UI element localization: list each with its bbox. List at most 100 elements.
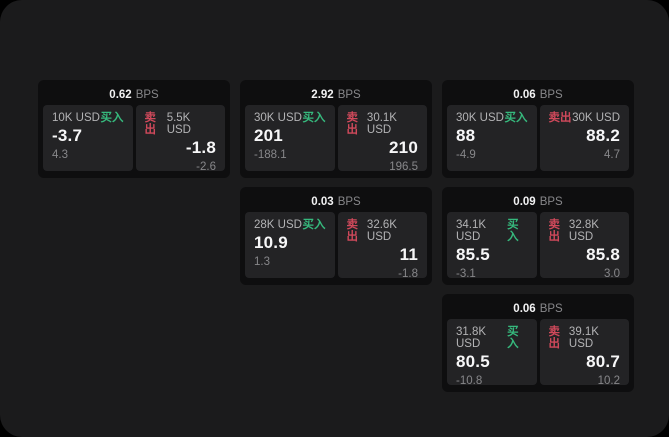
spread-value: 2.92 xyxy=(311,88,334,101)
buy-price: 85.5 xyxy=(456,245,490,264)
buy-amount: 30K USD xyxy=(456,112,504,124)
buy-quote-tile[interactable]: 30K USD 买入 88 -4.9 xyxy=(447,105,537,171)
buy-change: -3.1 xyxy=(456,268,476,280)
quote-card: 0.03 BPS 28K USD 买入 10.9 1.3 卖出 32.6K US… xyxy=(240,187,432,285)
sell-amount: 30K USD xyxy=(572,112,620,124)
quote-tiles: 34.1K USD 买入 85.5 -3.1 卖出 32.8K USD 85.8… xyxy=(447,212,629,280)
sell-amount: 32.6K USD xyxy=(366,219,397,243)
sell-price: -1.8 xyxy=(185,138,216,157)
sell-side-label: 卖出 xyxy=(548,219,561,243)
sell-amount: 5.5K USD xyxy=(166,112,191,136)
sell-price: 11 xyxy=(399,245,418,264)
spread-unit-label: BPS xyxy=(135,88,159,101)
sell-price: 88.2 xyxy=(586,126,620,145)
spread-value: 0.03 xyxy=(311,195,334,208)
buy-tile-header: 34.1K USD 买入 xyxy=(456,219,528,243)
quote-card: 2.92 BPS 30K USD 买入 201 -188.1 卖出 30.1K … xyxy=(240,80,432,178)
quote-card: 0.62 BPS 10K USD 买入 -3.7 4.3 卖出 5.5K USD… xyxy=(38,80,230,178)
sell-tile-header: 卖出 5.5K USD xyxy=(145,112,217,136)
sell-quote-tile[interactable]: 卖出 32.8K USD 85.8 3.0 xyxy=(539,212,629,280)
sell-side-label: 卖出 xyxy=(346,219,359,243)
buy-amount: 34.1K USD xyxy=(456,219,487,243)
spread-value: 0.62 xyxy=(109,88,132,101)
quote-tiles: 30K USD 买入 201 -188.1 卖出 30.1K USD 210 1… xyxy=(245,105,427,173)
buy-side-label: 买入 xyxy=(302,112,326,124)
sell-change: 196.5 xyxy=(389,161,418,173)
sell-amount: 32.8K USD xyxy=(568,219,599,243)
buy-change: -10.8 xyxy=(456,375,483,387)
spread-unit-label: BPS xyxy=(337,195,361,208)
buy-price: 201 xyxy=(254,126,283,145)
sell-side-label: 卖出 xyxy=(346,112,359,136)
sell-tile-header: 卖出 30.1K USD xyxy=(347,112,419,136)
sell-tile-header: 卖出 32.6K USD xyxy=(347,219,419,243)
quote-tiles: 28K USD 买入 10.9 1.3 卖出 32.6K USD 11 -1.8 xyxy=(245,212,427,280)
sell-quote-tile[interactable]: 卖出 5.5K USD -1.8 -2.6 xyxy=(135,105,225,173)
buy-quote-tile[interactable]: 34.1K USD 买入 85.5 -3.1 xyxy=(447,212,537,280)
sell-change: -1.8 xyxy=(398,268,418,280)
buy-amount: 31.8K USD xyxy=(456,326,487,350)
buy-quote-tile[interactable]: 31.8K USD 买入 80.5 -10.8 xyxy=(447,319,537,387)
sell-price: 210 xyxy=(389,138,418,157)
buy-price: 80.5 xyxy=(456,352,490,371)
quote-tiles: 10K USD 买入 -3.7 4.3 卖出 5.5K USD -1.8 -2.… xyxy=(43,105,225,173)
buy-change: 4.3 xyxy=(52,149,68,161)
sell-amount: 30.1K USD xyxy=(366,112,397,136)
sell-side-label: 卖出 xyxy=(548,112,572,124)
buy-amount: 30K USD xyxy=(254,112,302,124)
sell-change: 3.0 xyxy=(604,268,620,280)
spread-unit-label: BPS xyxy=(539,302,563,315)
buy-quote-tile[interactable]: 28K USD 买入 10.9 1.3 xyxy=(245,212,335,278)
buy-side-label: 买入 xyxy=(100,112,124,124)
buy-price: 88 xyxy=(456,126,476,145)
spread-header: 0.03 BPS xyxy=(245,191,427,212)
quote-card: 0.06 BPS 31.8K USD 买入 80.5 -10.8 卖出 39.1… xyxy=(442,294,634,392)
sell-quote-tile[interactable]: 卖出 30K USD 88.2 4.7 xyxy=(539,105,629,171)
spread-unit-label: BPS xyxy=(539,88,563,101)
sell-change: -2.6 xyxy=(196,161,216,173)
sell-tile-header: 卖出 30K USD xyxy=(549,112,621,124)
quote-tiles: 30K USD 买入 88 -4.9 卖出 30K USD 88.2 4.7 xyxy=(447,105,629,171)
sell-amount: 39.1K USD xyxy=(568,326,599,350)
sell-side-label: 卖出 xyxy=(548,326,561,350)
buy-tile-header: 31.8K USD 买入 xyxy=(456,326,528,350)
sell-change: 4.7 xyxy=(604,149,620,161)
buy-quote-tile[interactable]: 10K USD 买入 -3.7 4.3 xyxy=(43,105,133,171)
buy-price: 10.9 xyxy=(254,233,288,252)
buy-amount: 10K USD xyxy=(52,112,100,124)
spread-value: 0.06 xyxy=(513,88,536,101)
buy-change: -4.9 xyxy=(456,149,476,161)
sell-quote-tile[interactable]: 卖出 32.6K USD 11 -1.8 xyxy=(337,212,427,280)
spread-value: 0.09 xyxy=(513,195,536,208)
buy-tile-header: 28K USD 买入 xyxy=(254,219,326,231)
sell-price: 85.8 xyxy=(586,245,620,264)
buy-tile-header: 10K USD 买入 xyxy=(52,112,124,124)
spread-header: 0.62 BPS xyxy=(43,84,225,105)
sell-tile-header: 卖出 32.8K USD xyxy=(549,219,621,243)
spread-header: 0.06 BPS xyxy=(447,298,629,319)
sell-quote-tile[interactable]: 卖出 30.1K USD 210 196.5 xyxy=(337,105,427,173)
buy-side-label: 买入 xyxy=(302,219,326,231)
sell-price: 80.7 xyxy=(586,352,620,371)
spread-header: 0.06 BPS xyxy=(447,84,629,105)
quote-card: 0.06 BPS 30K USD 买入 88 -4.9 卖出 30K USD 8… xyxy=(442,80,634,178)
buy-side-label: 买入 xyxy=(507,219,519,243)
sell-quote-tile[interactable]: 卖出 39.1K USD 80.7 10.2 xyxy=(539,319,629,387)
quote-card: 0.09 BPS 34.1K USD 买入 85.5 -3.1 卖出 32.8K… xyxy=(442,187,634,285)
buy-tile-header: 30K USD 买入 xyxy=(456,112,528,124)
quote-tiles: 31.8K USD 买入 80.5 -10.8 卖出 39.1K USD 80.… xyxy=(447,319,629,387)
sell-tile-header: 卖出 39.1K USD xyxy=(549,326,621,350)
buy-side-label: 买入 xyxy=(504,112,528,124)
buy-change: -188.1 xyxy=(254,149,287,161)
sell-side-label: 卖出 xyxy=(144,112,157,136)
buy-tile-header: 30K USD 买入 xyxy=(254,112,326,124)
buy-amount: 28K USD xyxy=(254,219,302,231)
spread-unit-label: BPS xyxy=(337,88,361,101)
buy-quote-tile[interactable]: 30K USD 买入 201 -188.1 xyxy=(245,105,335,171)
sell-change: 10.2 xyxy=(597,375,620,387)
spread-unit-label: BPS xyxy=(539,195,563,208)
buy-side-label: 买入 xyxy=(507,326,519,350)
buy-change: 1.3 xyxy=(254,256,270,268)
spread-header: 0.09 BPS xyxy=(447,191,629,212)
